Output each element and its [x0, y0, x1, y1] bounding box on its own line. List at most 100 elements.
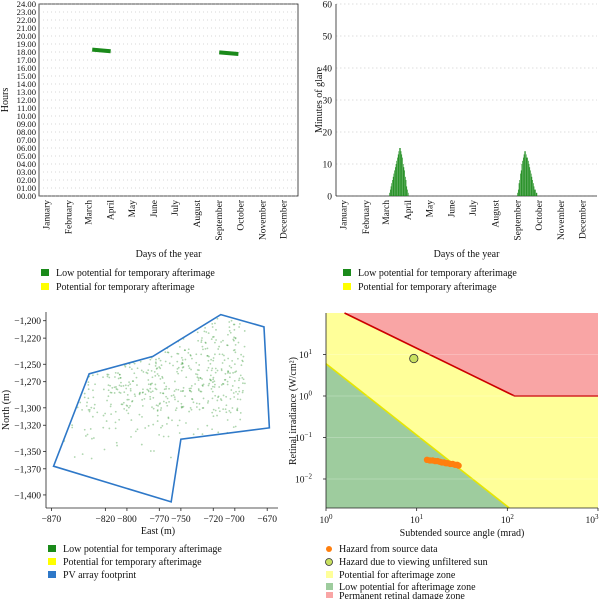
glare-bar	[403, 167, 405, 196]
glare-point	[91, 415, 94, 418]
glare-point	[108, 427, 111, 430]
glare-point	[163, 382, 166, 384]
glare-bar	[517, 189, 519, 196]
glare-bar	[526, 157, 528, 196]
glare-point	[222, 339, 224, 342]
glare-point	[215, 339, 217, 341]
glare-point	[191, 397, 193, 400]
glare-point	[189, 354, 192, 356]
glare-point	[108, 376, 111, 379]
glare-point	[236, 409, 239, 412]
glare-bar	[531, 176, 533, 196]
glare-point	[198, 364, 201, 366]
legend-item-sun: Hazard due to viewing unfiltered sun	[339, 557, 488, 568]
glare-point	[196, 376, 199, 379]
glare-point	[141, 398, 144, 401]
glare-point	[163, 388, 166, 391]
glare-bar	[406, 186, 408, 196]
glare-point	[184, 349, 186, 352]
glare-point	[159, 378, 162, 380]
glare-point	[147, 369, 150, 372]
y-axis-label: North (m)	[1, 390, 12, 430]
x-tick-base: 10	[501, 516, 511, 526]
glare-point	[88, 410, 91, 413]
glare-point	[221, 382, 224, 385]
glare-point	[211, 381, 214, 384]
glare-point	[233, 323, 236, 326]
y-tick-label: 10.00	[17, 111, 36, 121]
glare-point	[105, 420, 108, 422]
glare-bar	[391, 183, 393, 196]
glare-point	[138, 393, 141, 396]
glare-point	[180, 369, 183, 372]
glare-point	[170, 456, 172, 459]
glare-point	[128, 366, 131, 369]
glare-point	[130, 436, 132, 438]
glare-point	[156, 373, 159, 375]
glare-point	[177, 352, 180, 355]
glare-point	[158, 366, 161, 368]
glare-point	[107, 373, 110, 376]
glare-point	[113, 392, 116, 394]
glare-point	[206, 424, 209, 427]
glare-point	[207, 355, 210, 358]
glare-bar	[525, 151, 526, 196]
glare-point	[131, 400, 133, 403]
y-axis-label: Hours	[0, 88, 11, 113]
y-tick-label: −1,200	[14, 317, 41, 327]
glare-point	[87, 383, 90, 386]
y-tick-exponent: 0	[309, 389, 313, 397]
glare-point	[154, 365, 157, 367]
glare-point	[212, 415, 215, 418]
y-tick-label: 00.00	[17, 191, 36, 201]
glare-point	[142, 371, 145, 373]
y-tick-base: 10	[299, 392, 309, 402]
glare-point	[164, 360, 167, 363]
glare-point	[232, 371, 234, 374]
glare-point	[231, 385, 234, 387]
glare-point	[176, 368, 179, 370]
glare-point	[83, 392, 86, 395]
glare-point	[134, 430, 137, 433]
glare-point	[147, 389, 150, 392]
legend-item-low-potential: Low potential for temporary afterimage	[56, 268, 215, 279]
glare-point	[235, 370, 238, 373]
glare-point	[83, 396, 86, 399]
glare-point	[226, 419, 229, 421]
glare-point	[147, 424, 150, 427]
unfiltered-sun-point	[409, 353, 419, 364]
y-tick-label: 04.00	[17, 159, 36, 169]
month-tick-label: September	[215, 199, 225, 240]
legend-item-low-potential-swatch	[48, 545, 56, 552]
glare-point	[212, 335, 215, 338]
glare-point	[211, 411, 214, 414]
glare-point	[232, 426, 235, 429]
x-tick-base: 10	[586, 516, 596, 526]
glare-point	[180, 356, 183, 359]
y-tick-label: −1,220	[14, 335, 41, 345]
legend-item-low-zone: Low potential for afterimage zone	[339, 582, 476, 593]
glare-point	[223, 359, 226, 362]
glare-point	[117, 372, 119, 374]
glare-point	[204, 326, 206, 329]
glare-point	[238, 377, 241, 380]
glare-point	[214, 371, 217, 374]
glare-bar	[535, 189, 536, 196]
glare-point	[159, 391, 162, 394]
legend-item-potential: Potential for temporary afterimage	[358, 282, 497, 293]
glare-point	[198, 408, 201, 411]
month-tick-label: March	[85, 200, 95, 225]
glare-point	[200, 390, 203, 393]
month-tick-label: July	[171, 200, 181, 216]
glare-point	[197, 339, 200, 342]
glare-point	[211, 390, 214, 393]
y-tick-label: 100	[299, 389, 313, 402]
glare-point	[224, 408, 227, 411]
glare-point	[206, 354, 209, 357]
x-tick-label: −720	[203, 515, 223, 525]
legend-item-low-potential-swatch	[343, 269, 351, 276]
glare-point	[230, 389, 233, 391]
glare-point	[189, 407, 192, 409]
glare-point	[222, 394, 225, 397]
legend-sun-marker	[325, 558, 333, 566]
